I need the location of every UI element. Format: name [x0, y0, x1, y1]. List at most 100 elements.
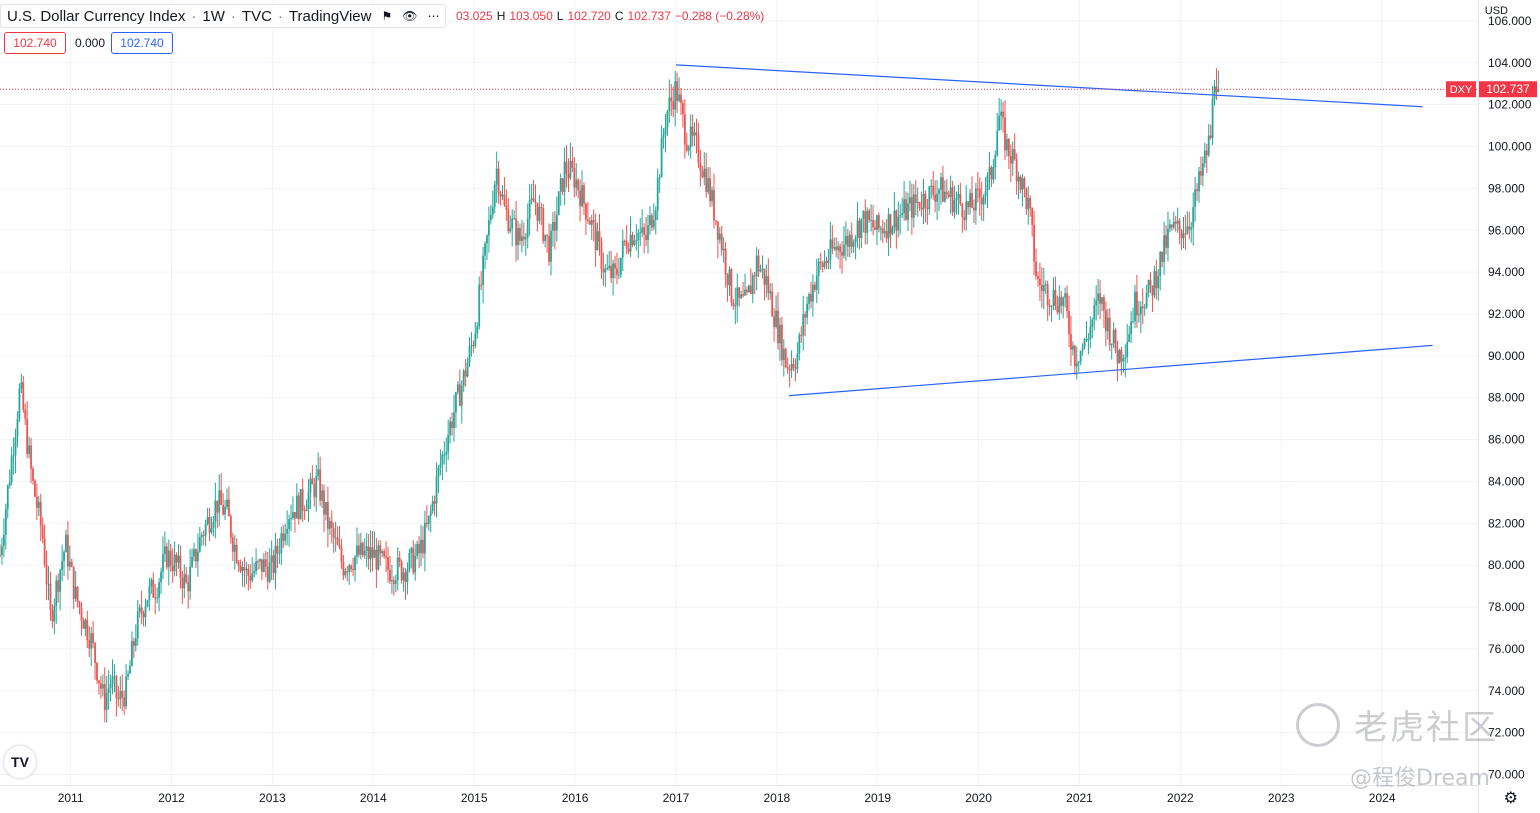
candle-body	[895, 210, 898, 231]
sell-price-button[interactable]: 102.740	[4, 32, 66, 54]
buy-price-button[interactable]: 102.740	[111, 32, 173, 54]
trendline[interactable]	[788, 344, 1433, 397]
more-icon[interactable]: ⋯	[427, 9, 440, 23]
y-tick-label: 84.000	[1488, 474, 1525, 488]
candle-body	[526, 218, 529, 238]
candle-body	[738, 287, 741, 298]
candle-body	[456, 384, 459, 393]
candle-body	[1217, 89, 1220, 92]
candle-body	[957, 193, 960, 199]
candle-body	[610, 265, 613, 278]
x-tick-label: 2012	[158, 791, 185, 805]
candle-body	[1137, 314, 1140, 316]
candle-body	[625, 240, 628, 249]
candle-body	[794, 367, 797, 369]
candle-body	[810, 294, 812, 302]
symbol-title[interactable]: U.S. Dollar Currency Index	[7, 7, 186, 25]
candle-body	[224, 507, 226, 515]
candle-body	[245, 568, 248, 571]
flag-icon[interactable]: ⚑	[381, 9, 393, 23]
candle-body	[412, 548, 415, 573]
candle-body	[963, 217, 966, 221]
candle-body	[57, 580, 60, 592]
trendlines[interactable]	[675, 64, 1433, 397]
candle-body	[1035, 261, 1037, 277]
y-tick-label: 70.000	[1488, 768, 1525, 782]
candle-body	[1060, 296, 1063, 306]
candle-body	[540, 207, 543, 209]
symbol-legend[interactable]: U.S. Dollar Currency Index · 1W · TVC · …	[0, 4, 447, 28]
candle-body	[295, 495, 298, 519]
candle-body	[299, 489, 302, 520]
candle-body	[385, 556, 387, 558]
candle-body	[749, 285, 752, 294]
trendline[interactable]	[675, 64, 1423, 108]
tradingview-logo-icon[interactable]: TV	[4, 746, 36, 778]
candle-body	[226, 499, 228, 508]
candle-body	[129, 665, 131, 674]
candle-body	[947, 194, 950, 197]
candle-body	[802, 314, 805, 336]
candle-body	[251, 573, 254, 581]
candle-body	[162, 554, 164, 572]
candle-body	[899, 214, 902, 217]
candle-body	[447, 435, 450, 453]
candle-body	[1039, 278, 1041, 285]
candle-body	[654, 210, 657, 221]
candle-body	[936, 193, 938, 202]
candle-body	[637, 232, 640, 241]
candle-body	[940, 177, 942, 190]
candle-body	[515, 218, 517, 246]
candle-body	[30, 445, 32, 469]
candle-body	[796, 353, 799, 369]
candle-body	[398, 557, 401, 562]
candle-body	[1006, 138, 1008, 151]
candle-body	[443, 454, 446, 456]
candle-body	[893, 210, 896, 228]
ohlc-values: 03.025 H 103.050 L 102.720 C 102.737 −0.288 (−0…	[456, 9, 768, 23]
candle-body	[907, 203, 909, 220]
candle-body	[425, 522, 428, 525]
candle-body	[501, 194, 504, 197]
eye-icon[interactable]: 👁	[402, 9, 418, 23]
candle-body	[82, 620, 85, 629]
candle-body	[1029, 198, 1032, 209]
candle-body	[978, 188, 981, 199]
candle-body	[247, 568, 250, 576]
candle-body	[32, 468, 34, 481]
candle-body	[98, 680, 100, 684]
candle-body	[148, 586, 151, 601]
x-tick-label: 2019	[864, 791, 891, 805]
candle-body	[196, 551, 199, 562]
candle-body	[1040, 284, 1043, 292]
candle-body	[146, 600, 149, 607]
candle-body	[307, 492, 310, 509]
candle-body	[800, 334, 803, 336]
candle-body	[1151, 285, 1154, 296]
candle-body	[953, 200, 956, 213]
candle-body	[1075, 362, 1078, 367]
candle-body	[588, 220, 591, 225]
gear-icon[interactable]: ⚙	[1503, 790, 1518, 807]
interval-label[interactable]: 1W	[202, 7, 225, 25]
candle-body	[633, 240, 636, 245]
candle-body	[175, 554, 178, 563]
candle-body	[427, 515, 430, 525]
candle-body	[594, 222, 597, 251]
candle-body	[643, 227, 646, 235]
candle-body	[70, 561, 73, 567]
candle-body	[1110, 343, 1113, 346]
candle-body	[839, 246, 841, 253]
currency-label[interactable]: USD	[1484, 5, 1508, 17]
grid	[0, 0, 1478, 785]
candle-body	[598, 231, 601, 242]
candle-body	[813, 284, 816, 290]
candle-body	[910, 197, 913, 218]
candle-body	[51, 610, 54, 622]
candle-body	[354, 556, 356, 571]
candle-body	[61, 561, 63, 571]
candle-body	[930, 185, 933, 187]
candle-body	[76, 586, 79, 603]
